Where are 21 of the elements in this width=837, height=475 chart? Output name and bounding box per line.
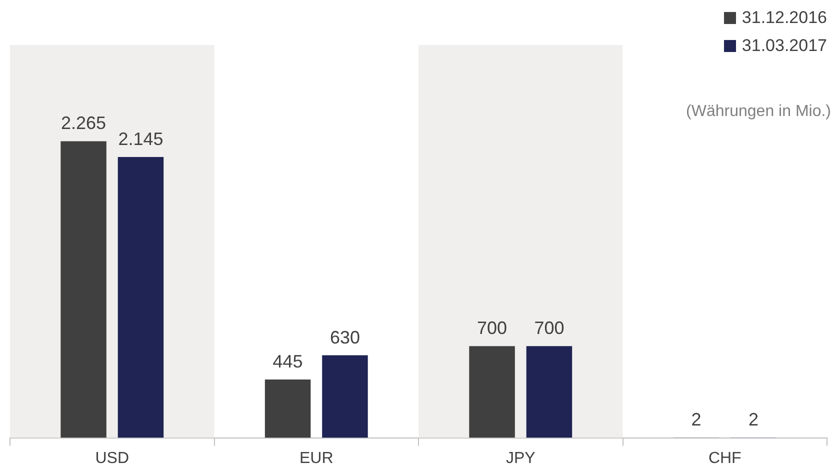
legend-label: 31.03.2017 [740, 35, 827, 57]
data-label: 2 [691, 410, 702, 430]
data-label: 630 [330, 327, 360, 348]
x-tick-label: JPY [506, 450, 536, 467]
data-label: 700 [477, 318, 508, 338]
data-label: 700 [534, 318, 564, 338]
bar [60, 141, 106, 438]
x-tick-label: EUR [299, 450, 334, 467]
x-tick-label: USD [95, 450, 130, 467]
text: (Währungen in Mio.) [686, 103, 831, 121]
data-label: 2.145 [118, 128, 164, 149]
bar [469, 346, 515, 438]
bar [526, 346, 572, 438]
data-label: 2 [748, 410, 758, 430]
bar [322, 355, 368, 438]
bar [264, 380, 311, 438]
legend-label: 31.12.2016 [740, 7, 827, 29]
data-label: 445 [272, 352, 303, 372]
data-label: 2.265 [61, 113, 106, 134]
bar [118, 156, 164, 438]
x-tick-label: CHF [708, 450, 742, 467]
